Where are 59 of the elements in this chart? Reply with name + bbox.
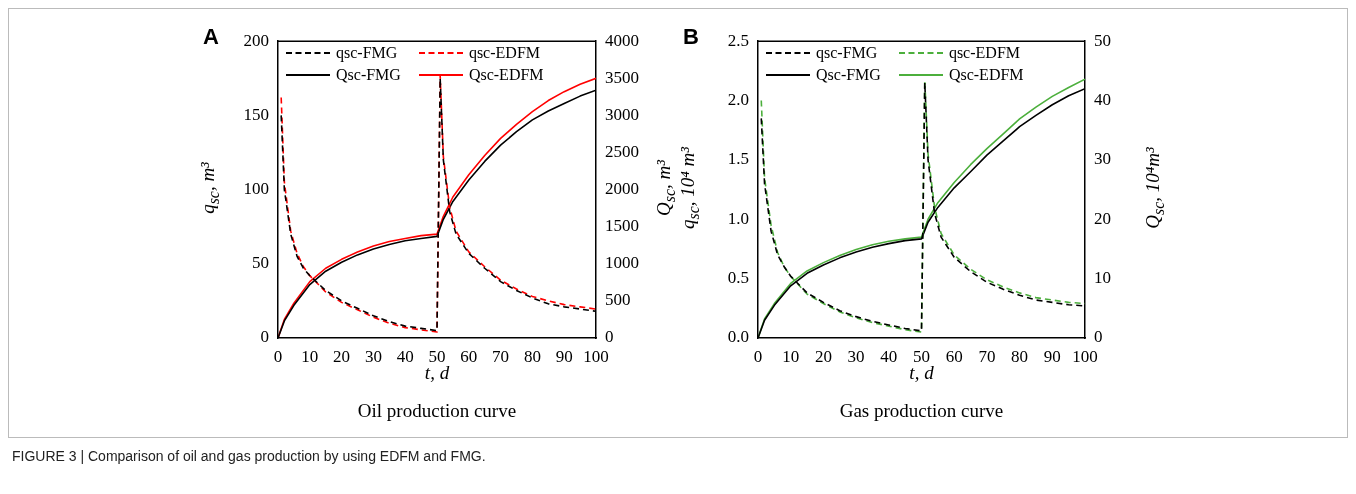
x-tick-label: 30 [847, 346, 865, 366]
y-tick-label: 0.5 [727, 268, 749, 288]
legend-label: qsc-FMG [336, 43, 398, 64]
x-tick-label: 60 [945, 346, 963, 366]
y2-tick-label: 4000 [605, 30, 639, 50]
y-tick-label: 2.0 [727, 90, 749, 110]
y2-tick-label: 50 [1094, 30, 1111, 50]
x-tick-label: 10 [782, 346, 800, 366]
x-tick-label: 80 [523, 346, 541, 366]
x-tick-label: 20 [333, 346, 351, 366]
text: Oil production curve [356, 400, 518, 422]
y2-tick-label: 2500 [605, 141, 639, 161]
legend-label: qsc-FMG [816, 43, 878, 64]
x-tick-label: 40 [396, 346, 414, 366]
y2-tick-label: 1500 [605, 216, 639, 236]
y2-tick-label: 2000 [605, 179, 639, 199]
y2-tick-label: 40 [1094, 90, 1111, 110]
x-tick-label: 20 [814, 346, 832, 366]
x-tick-label: 70 [978, 346, 996, 366]
x-tick-label: 100 [583, 346, 609, 366]
y-tick-label: 0 [260, 327, 269, 347]
legend-label: Qsc-EDFM [948, 65, 1024, 85]
y2-tick-label: 0 [1094, 327, 1103, 347]
y2-tick-label: 500 [605, 290, 631, 310]
y2-tick-label: 20 [1094, 208, 1111, 228]
y-tick-label: 150 [243, 104, 269, 124]
legend-label: Qsc-EDFM [468, 65, 544, 85]
caption: FIGURE 3 | Comparison of oil and gas production by using EDFM and FMG. [12, 448, 486, 464]
y2-tick-label: 3000 [605, 104, 639, 124]
y2-tick-label: 3500 [605, 67, 639, 87]
x-tick-label: 10 [301, 346, 319, 366]
x-tick-label: 90 [555, 346, 573, 366]
y2-tick-label: 30 [1094, 149, 1111, 169]
y-tick-label: 1.5 [727, 149, 749, 169]
y-tick-label: 50 [252, 253, 269, 273]
x-tick-label: 80 [1011, 346, 1029, 366]
chart-title: B [683, 24, 699, 50]
legend-label: Qsc-FMG [816, 65, 881, 85]
y-tick-label: 100 [243, 179, 269, 199]
y-tick-label: 1.0 [727, 208, 749, 228]
x-tick-label: 0 [753, 346, 763, 366]
x-tick-label: 100 [1072, 346, 1098, 366]
y2-tick-label: 1000 [605, 253, 639, 273]
y-tick-label: 2.5 [727, 30, 749, 50]
y-tick-label: 0.0 [727, 327, 749, 347]
y-tick-label: 200 [243, 30, 269, 50]
x-tick-label: 30 [364, 346, 382, 366]
x-tick-label: 70 [492, 346, 510, 366]
legend-label: qsc-EDFM [468, 43, 540, 64]
y2-tick-label: 0 [605, 327, 614, 347]
x-tick-label: 0 [273, 346, 283, 366]
chart-title: A [203, 24, 219, 50]
legend-label: qsc-EDFM [948, 43, 1020, 64]
y2-tick-label: 10 [1094, 268, 1111, 288]
legend-label: Qsc-FMG [336, 65, 401, 85]
text: Gas production curve [838, 400, 1005, 422]
x-tick-label: 90 [1043, 346, 1061, 366]
x-tick-label: 60 [460, 346, 478, 366]
x-tick-label: 40 [880, 346, 898, 366]
